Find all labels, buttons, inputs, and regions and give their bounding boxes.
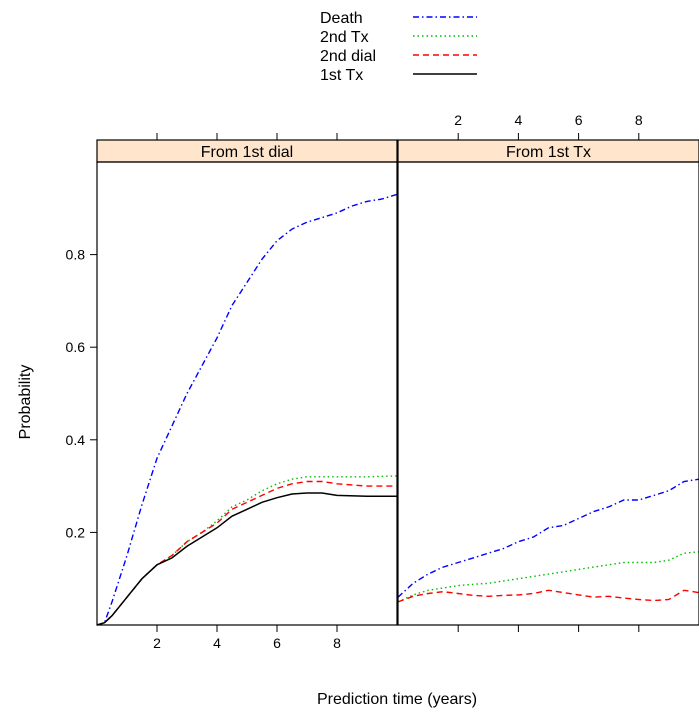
x-tick-label: 4 xyxy=(515,112,523,128)
y-axis-title: Probability xyxy=(17,365,34,440)
series-line-death xyxy=(96,193,398,626)
panels: From 1st dial 2 4 6 8 0.2 0.4 0.6 0.8 From 1st Tx… xyxy=(66,112,699,651)
x-axis-title: Prediction time (years) xyxy=(317,691,477,708)
panel-title: From 1st Tx xyxy=(506,144,591,161)
series-line-2nd-tx xyxy=(397,551,699,603)
series-line-1st-tx xyxy=(96,492,397,626)
legend-label: 1st Tx xyxy=(320,67,363,84)
x-tick-label: 2 xyxy=(454,112,462,128)
y-tick-label: 0.4 xyxy=(66,432,86,448)
x-tick-label: 8 xyxy=(635,112,643,128)
series-line-2nd-dial xyxy=(397,589,699,603)
panel-0: From 1st dial 2 4 6 8 0.2 0.4 0.6 0.8 xyxy=(66,133,398,651)
x-tick-label: 6 xyxy=(575,112,583,128)
x-tick-label: 4 xyxy=(213,635,221,651)
panel-border xyxy=(96,161,398,626)
legend-label: 2nd Tx xyxy=(320,29,369,46)
panel-title: From 1st dial xyxy=(201,144,293,161)
y-tick-label: 0.2 xyxy=(66,524,86,540)
legend: Death 2nd Tx 2nd dial 1st Tx xyxy=(320,10,477,84)
x-tick-label: 6 xyxy=(273,635,281,651)
legend-label: 2nd dial xyxy=(320,48,376,65)
panel-1: From 1st Tx 2 4 6 8 xyxy=(397,112,699,632)
y-tick-label: 0.6 xyxy=(66,339,86,355)
x-tick-label: 8 xyxy=(333,635,341,651)
series-line-2nd-dial xyxy=(96,480,397,626)
series-line-2nd-tx xyxy=(96,475,398,626)
series-line-death xyxy=(397,478,699,598)
x-tick-label: 2 xyxy=(153,635,161,651)
y-tick-label: 0.8 xyxy=(66,247,86,263)
legend-label: Death xyxy=(320,10,363,27)
panel-border xyxy=(397,161,699,626)
